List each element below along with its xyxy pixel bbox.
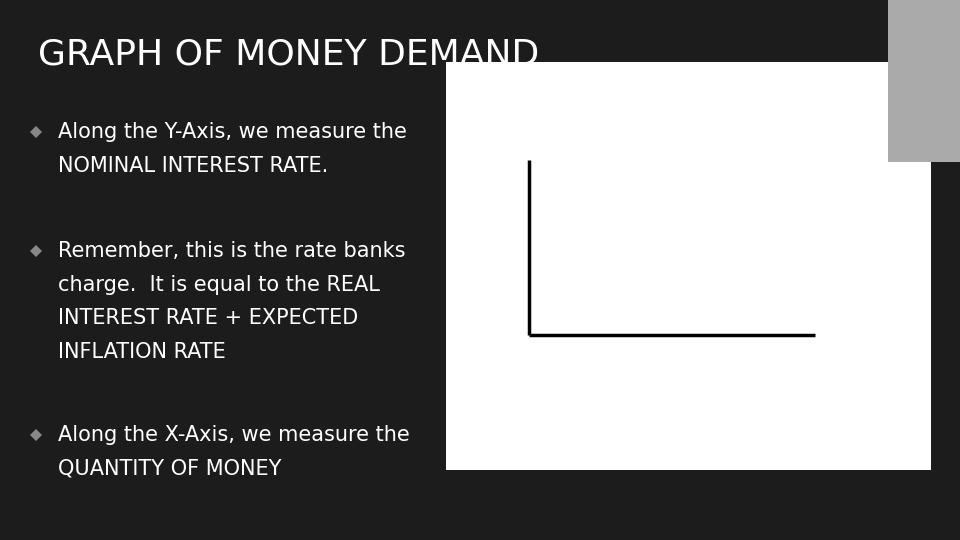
Text: QUANTITY OF MONEY: QUANTITY OF MONEY xyxy=(58,458,281,478)
Text: Remember, this is the rate banks: Remember, this is the rate banks xyxy=(58,241,405,261)
Text: charge.  It is equal to the REAL: charge. It is equal to the REAL xyxy=(58,274,379,295)
Bar xyxy=(446,62,931,470)
Text: INTEREST RATE + EXPECTED: INTEREST RATE + EXPECTED xyxy=(58,308,358,328)
Bar xyxy=(888,0,960,162)
Text: Along the Y-Axis, we measure the: Along the Y-Axis, we measure the xyxy=(58,122,406,143)
Text: NOMINAL INTEREST RATE.: NOMINAL INTEREST RATE. xyxy=(58,156,328,176)
Text: INFLATION RATE: INFLATION RATE xyxy=(58,341,226,362)
Text: GRAPH OF MONEY DEMAND: GRAPH OF MONEY DEMAND xyxy=(38,38,540,72)
Text: Along the X-Axis, we measure the: Along the X-Axis, we measure the xyxy=(58,424,409,445)
